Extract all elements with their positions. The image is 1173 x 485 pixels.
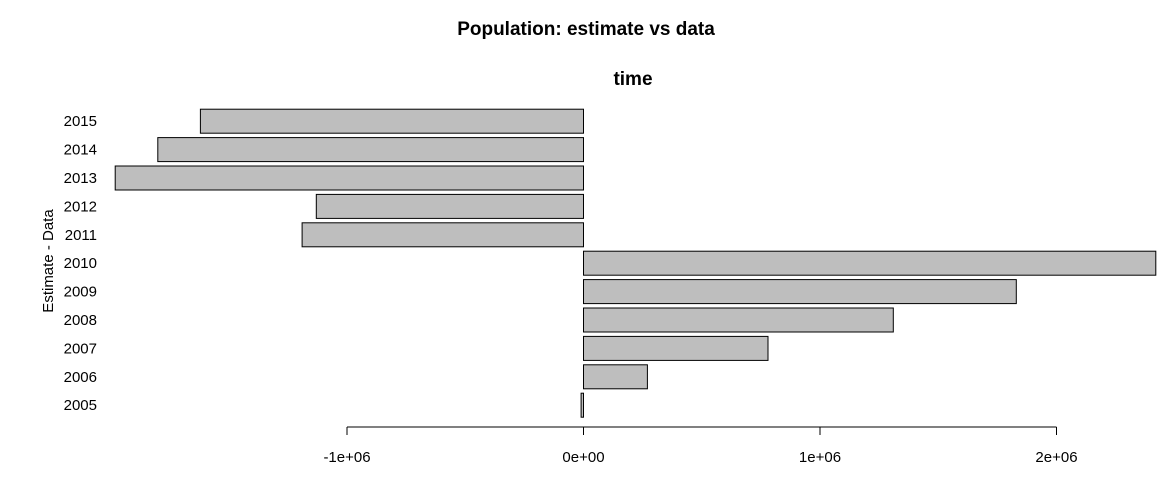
y-tick-label-2009: 2009 bbox=[64, 284, 97, 301]
bar-2007 bbox=[583, 335, 769, 361]
bar-2013 bbox=[114, 165, 584, 191]
y-tick-labels: 2005 2006 2007 2008 2009 2010 2011 2012 2013 2014… bbox=[64, 113, 97, 414]
bar-2011 bbox=[301, 222, 584, 248]
y-tick-label-2013: 2013 bbox=[64, 170, 97, 187]
y-tick-label-2005: 2005 bbox=[64, 397, 97, 414]
bar-2012 bbox=[315, 193, 584, 219]
y-tick-label-2015: 2015 bbox=[64, 113, 97, 130]
bar-2009 bbox=[583, 279, 1017, 305]
bars-group bbox=[114, 108, 1157, 418]
y-tick-label-2014: 2014 bbox=[64, 142, 97, 159]
y-tick-label-2011: 2011 bbox=[65, 227, 97, 244]
y-tick-label-2006: 2006 bbox=[64, 369, 97, 386]
bar-2010 bbox=[583, 250, 1157, 276]
chart-title: Population: estimate vs data bbox=[457, 19, 715, 40]
x-tick-label: 1e+06 bbox=[799, 449, 841, 466]
y-tick-label-2010: 2010 bbox=[64, 255, 97, 272]
y-axis-label: Estimate - Data bbox=[40, 209, 57, 313]
x-axis: -1e+06 0e+00 1e+06 2e+06 bbox=[323, 426, 1078, 466]
chart-subtitle: time bbox=[613, 69, 652, 90]
y-tick-label-2007: 2007 bbox=[64, 340, 97, 357]
bar-2006 bbox=[583, 364, 648, 390]
bar-2005 bbox=[580, 392, 584, 418]
y-tick-label-2012: 2012 bbox=[64, 198, 97, 215]
x-tick-label: 0e+00 bbox=[562, 449, 604, 466]
bar-2015 bbox=[199, 108, 584, 134]
y-tick-label-2008: 2008 bbox=[64, 312, 97, 329]
bar-2008 bbox=[583, 307, 894, 333]
bar-2014 bbox=[157, 137, 585, 163]
x-tick-label: 2e+06 bbox=[1035, 449, 1077, 466]
x-tick-label: -1e+06 bbox=[323, 449, 370, 466]
